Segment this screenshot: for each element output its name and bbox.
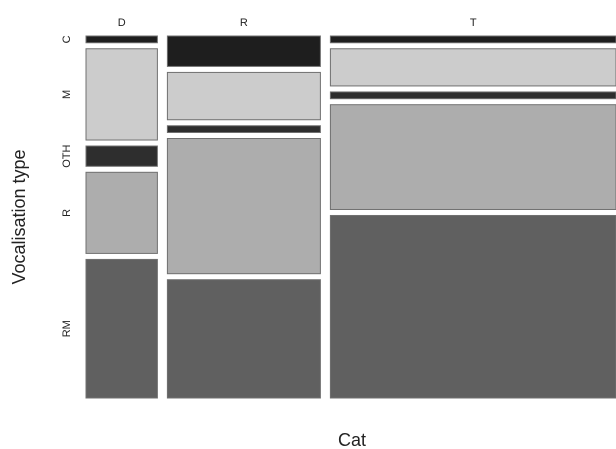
y-axis-title: Vocalisation type: [9, 149, 29, 284]
tile-r-m: [166, 71, 321, 121]
tile-r-oth: [166, 125, 321, 133]
tile-d-c: [85, 35, 158, 44]
tile-r-rm: [166, 279, 321, 399]
tile-t-m: [329, 48, 616, 87]
tile-t-oth: [329, 91, 616, 100]
column-label-d: D: [118, 17, 126, 29]
tile-r-r: [166, 138, 321, 275]
tile-t-rm: [329, 214, 616, 399]
tile-d-rm: [85, 258, 158, 399]
tile-d-r: [85, 171, 158, 254]
x-axis-title: Cat: [338, 430, 366, 449]
tile-t-r: [329, 104, 616, 210]
row-label-rm: RM: [61, 320, 73, 337]
tile-r-c: [166, 35, 321, 67]
mosaic-tiles: [85, 35, 616, 399]
column-label-t: T: [470, 17, 477, 29]
row-labels: C M OTH R RM: [61, 35, 73, 337]
row-label-m: M: [61, 90, 73, 99]
column-label-r: R: [240, 17, 248, 29]
tile-t-c: [329, 35, 616, 44]
row-label-c: C: [61, 35, 73, 43]
row-label-oth: OTH: [61, 145, 73, 168]
tile-d-oth: [85, 145, 158, 167]
row-label-r: R: [61, 209, 73, 217]
tile-d-m: [85, 48, 158, 141]
